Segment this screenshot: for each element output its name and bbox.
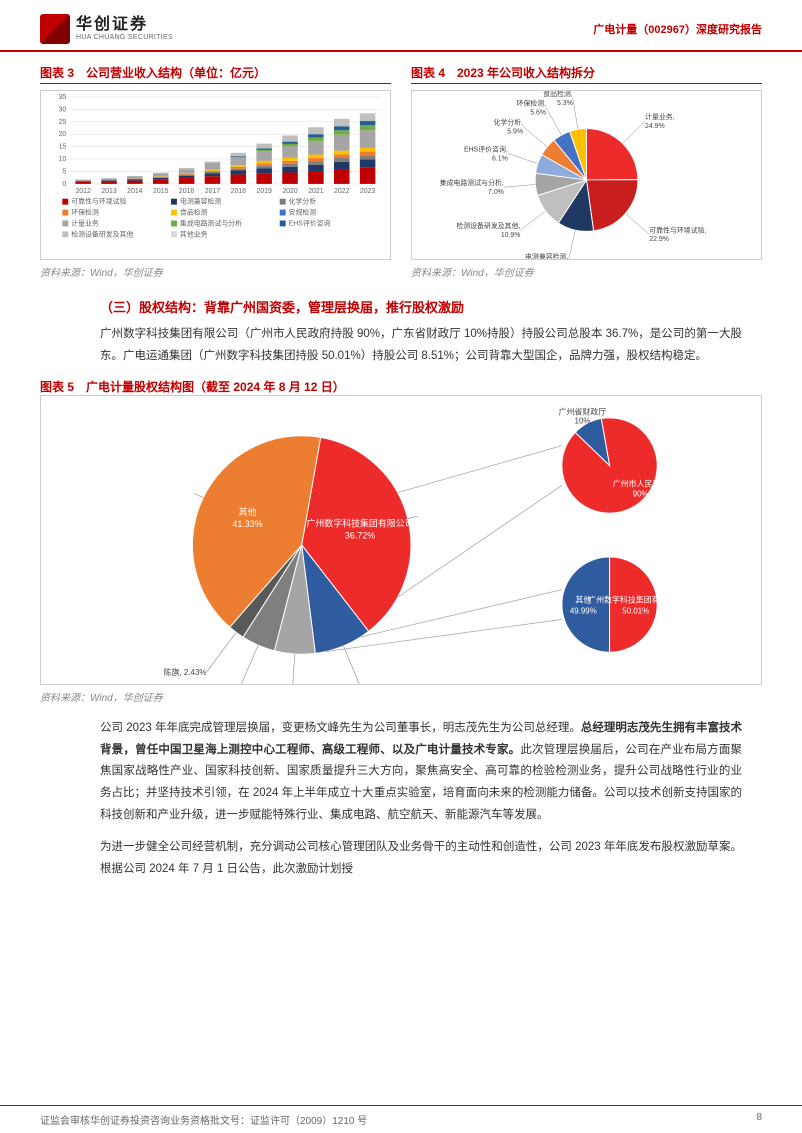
svg-text:化学分析: 化学分析 <box>289 197 317 206</box>
svg-text:检测设备研发及其他,: 检测设备研发及其他, <box>456 221 520 230</box>
svg-text:90%: 90% <box>633 489 649 498</box>
figure-4: 图表 4 2023 年公司收入结构拆分 计量业务, 24.9% 可靠性与环境试验, 2… <box>411 64 762 279</box>
svg-text:10: 10 <box>59 156 67 163</box>
svg-text:10.9%: 10.9% <box>501 232 521 239</box>
svg-text:计量业务,: 计量业务, <box>645 112 675 121</box>
svg-text:化学分析,: 化学分析, <box>493 117 523 126</box>
section-3-para-1: 广州数字科技集团有限公司（广州市人民政府持股 90%，广东省财政厅 10%持股）… <box>100 324 742 368</box>
svg-text:41.33%: 41.33% <box>232 519 262 529</box>
logo-mark-icon <box>40 14 70 44</box>
figure-3-chart: 0 5 10 15 20 25 30 35 2012 2013 2014 2015 2016 2017 20… <box>40 90 391 260</box>
footer-page-number: 8 <box>756 1112 762 1127</box>
svg-text:电测兼容检测,: 电测兼容检测, <box>525 252 568 259</box>
svg-text:5.9%: 5.9% <box>507 128 523 135</box>
section-3-heading: （三）股权结构：背靠广州国资委，管理层换届，推行股权激励 <box>100 297 762 316</box>
figure-4-chart: 计量业务,24.9%可靠性与环境试验,22.9%电测兼容检测,11.4%检测设备… <box>411 90 762 260</box>
svg-text:36.72%: 36.72% <box>345 530 375 540</box>
svg-text:50.01%: 50.01% <box>622 606 649 615</box>
svg-text:7.0%: 7.0% <box>488 189 504 196</box>
svg-text:其他业务: 其他业务 <box>180 229 208 238</box>
page-header: 华创证券 HUA CHUANG SECURITIES 广电计量（002967）深… <box>0 0 802 52</box>
svg-text:15: 15 <box>59 144 67 151</box>
svg-text:EHS评价咨询: EHS评价咨询 <box>289 218 331 227</box>
page-footer: 证监会审核华创证券投资咨询业务资格批文号：证监许可（2009）1210 号 8 <box>0 1105 802 1133</box>
footer-left: 证监会审核华创证券投资咨询业务资格批文号：证监许可（2009）1210 号 <box>40 1112 367 1127</box>
figure-3: 图表 3 公司营业收入结构（单位：亿元） 0 5 10 15 20 25 30 35 2012 2… <box>40 64 391 279</box>
svg-text:安规检测: 安规检测 <box>289 208 317 217</box>
figure-5-chart: 广州数字科技集团有限公司36.72%广电运通集团股份有限公司, 8.51%黄敦鹏… <box>40 395 762 685</box>
svg-text:广州数字科技集团有限公司: 广州数字科技集团有限公司 <box>306 517 413 528</box>
svg-text:其他: 其他 <box>575 594 591 604</box>
svg-text:22.9%: 22.9% <box>649 236 669 243</box>
svg-text:广州数字科技集团有限公司: 广州数字科技集团有限公司 <box>588 594 683 604</box>
svg-text:2013: 2013 <box>101 188 117 195</box>
svg-text:49.99%: 49.99% <box>570 606 597 615</box>
svg-text:5.6%: 5.6% <box>530 109 546 116</box>
svg-text:可靠性与环境试验,: 可靠性与环境试验, <box>649 225 706 234</box>
header-report-title: 广电计量（002967）深度研究报告 <box>593 21 762 37</box>
svg-text:24.9%: 24.9% <box>645 123 665 130</box>
svg-text:陈旗, 2.43%: 陈旗, 2.43% <box>164 667 207 677</box>
svg-text:2015: 2015 <box>153 188 169 195</box>
svg-text:10%: 10% <box>575 416 591 425</box>
svg-text:环保检测,: 环保检测, <box>517 98 547 107</box>
body-para-3: 为进一步健全公司经营机制，充分调动公司核心管理团队及业务骨干的主动性和创造性，公… <box>100 837 742 881</box>
svg-text:30: 30 <box>59 106 67 113</box>
svg-text:2022: 2022 <box>334 188 350 195</box>
figure-4-title: 图表 4 2023 年公司收入结构拆分 <box>411 64 762 84</box>
svg-text:食品检测,: 食品检测, <box>543 91 573 98</box>
svg-text:电测兼容检测: 电测兼容检测 <box>180 197 222 206</box>
logo-en: HUA CHUANG SECURITIES <box>76 34 173 42</box>
svg-text:6.1%: 6.1% <box>492 155 508 162</box>
svg-text:20: 20 <box>59 131 67 138</box>
svg-text:广州省财政厅: 广州省财政厅 <box>559 406 607 416</box>
svg-text:2018: 2018 <box>231 188 247 195</box>
svg-text:5: 5 <box>62 168 66 175</box>
figure-3-title: 图表 3 公司营业收入结构（单位：亿元） <box>40 64 391 84</box>
figure-5-source: 资料来源：Wind，华创证券 <box>40 689 762 704</box>
body-para-2: 公司 2023 年年底完成管理层换届，变更杨文峰先生为公司董事长，明志茂先生为公… <box>100 718 742 827</box>
svg-text:集成电路测试与分析: 集成电路测试与分析 <box>180 218 242 227</box>
figure-5: 图表 5 广电计量股权结构图（截至 2024 年 8 月 12 日） 广州数字科… <box>40 378 762 704</box>
svg-text:EHS评价咨询,: EHS评价咨询, <box>464 145 508 154</box>
svg-text:其他: 其他 <box>239 506 257 517</box>
figure-4-source: 资料来源：Wind，华创证券 <box>411 264 762 279</box>
body-para-2-pre: 公司 2023 年年底完成管理层换届，变更杨文峰先生为公司董事长，明志茂先生为公… <box>100 722 581 734</box>
svg-text:2012: 2012 <box>75 188 91 195</box>
svg-text:2019: 2019 <box>256 188 272 195</box>
logo: 华创证券 HUA CHUANG SECURITIES <box>40 14 173 44</box>
svg-text:25: 25 <box>59 119 67 126</box>
svg-text:2017: 2017 <box>205 188 221 195</box>
svg-text:2023: 2023 <box>360 188 376 195</box>
svg-text:计量业务: 计量业务 <box>71 218 99 227</box>
svg-text:检测设备研发及其他: 检测设备研发及其他 <box>71 229 133 238</box>
svg-text:广州市人民政府: 广州市人民政府 <box>613 478 669 488</box>
svg-text:2014: 2014 <box>127 188 143 195</box>
svg-text:35: 35 <box>59 94 67 101</box>
svg-text:5.3%: 5.3% <box>557 100 573 107</box>
svg-text:集成电路测试与分析,: 集成电路测试与分析, <box>440 178 504 187</box>
figure-3-source: 资料来源：Wind，华创证券 <box>40 264 391 279</box>
svg-text:可靠性与环境试验: 可靠性与环境试验 <box>71 197 126 206</box>
svg-text:2021: 2021 <box>308 188 324 195</box>
svg-text:0: 0 <box>62 181 66 188</box>
svg-text:2016: 2016 <box>179 188 195 195</box>
svg-text:2020: 2020 <box>282 188 298 195</box>
logo-cn: 华创证券 <box>76 16 173 34</box>
svg-text:环保检测: 环保检测 <box>71 208 99 217</box>
svg-text:食品检测: 食品检测 <box>180 208 208 217</box>
